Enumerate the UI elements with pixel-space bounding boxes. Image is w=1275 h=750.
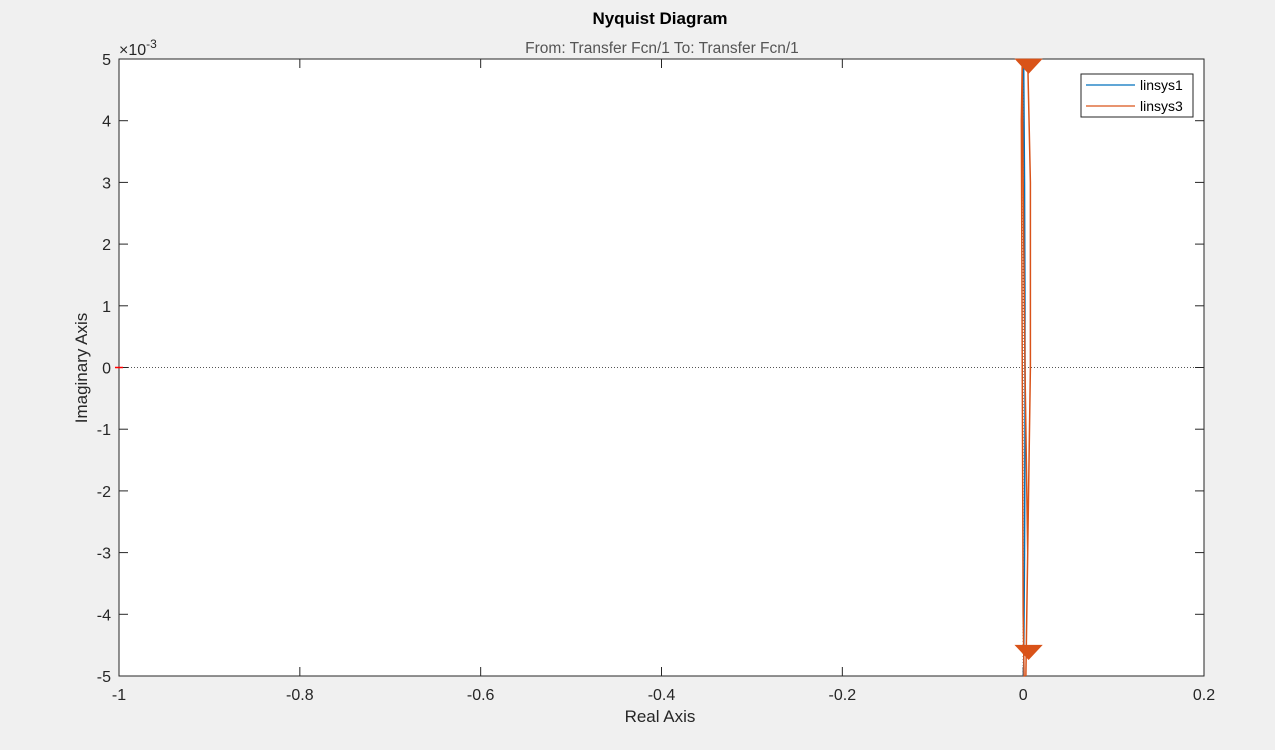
legend-label-linsys3: linsys3	[1140, 98, 1183, 114]
x-tick-label: -0.6	[467, 687, 495, 704]
x-tick-label: -0.2	[829, 687, 857, 704]
legend-box	[1080, 73, 1194, 118]
x-tick-label: 0.2	[1193, 687, 1215, 704]
arrow-marker-linsys3	[1014, 58, 1043, 74]
y-tick-label: 0	[102, 361, 111, 378]
y-tick-label: 3	[102, 175, 111, 192]
y-axis-label: Imaginary Axis	[72, 313, 91, 424]
y-tick-labels: -5 -4 -3 -2 -1 0 1 2 3 4 5	[97, 52, 111, 686]
x-tick-labels: -1 -0.8 -0.6 -0.4 -0.2 0 0.2	[112, 687, 1215, 704]
y-exponent-base: ×10	[119, 42, 146, 59]
y-tick-label: 2	[102, 237, 111, 254]
y-tick-label: -1	[97, 422, 111, 439]
legend[interactable]: linsys1 linsys3	[1080, 73, 1194, 118]
x-tick-label: 0	[1019, 687, 1028, 704]
x-tick-label: -0.4	[648, 687, 676, 704]
y-tick-label: -3	[97, 546, 111, 563]
y-tick-label: -5	[97, 669, 111, 686]
x-axis-label: Real Axis	[625, 707, 696, 726]
y-tick-label: -2	[97, 484, 111, 501]
y-tick-label: 4	[102, 114, 111, 131]
y-exponent-power: -3	[146, 37, 157, 51]
chart-title: Nyquist Diagram	[592, 9, 727, 28]
axis-ticks	[118, 58, 1205, 677]
series-line-linsys3	[1020, 58, 1032, 677]
y-tick-label: 5	[102, 52, 111, 69]
x-tick-label: -0.8	[286, 687, 314, 704]
y-exponent: ×10-3	[119, 37, 157, 59]
x-tick-label: -1	[112, 687, 126, 704]
chart-subtitle: From: Transfer Fcn/1 To: Transfer Fcn/1	[525, 40, 799, 57]
series-layer	[115, 58, 1043, 677]
legend-label-linsys1: linsys1	[1140, 77, 1183, 93]
y-tick-label: -4	[97, 607, 111, 624]
arrow-marker-linsys3	[1014, 644, 1043, 661]
y-tick-label: 1	[102, 299, 111, 316]
